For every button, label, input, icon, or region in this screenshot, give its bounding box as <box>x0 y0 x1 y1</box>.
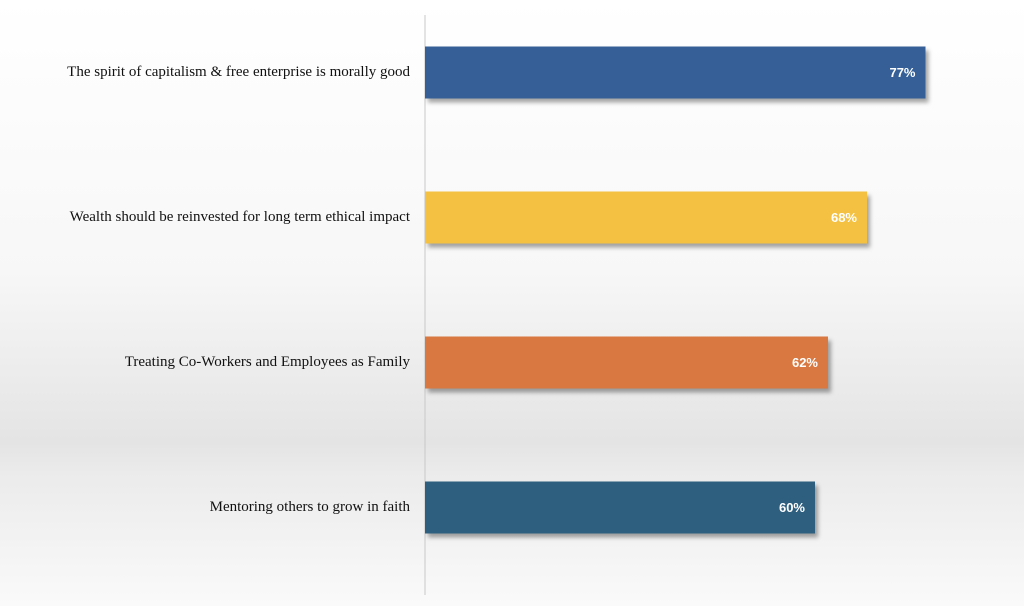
bar <box>425 191 867 244</box>
value-label: 68% <box>831 210 857 225</box>
value-label: 62% <box>792 355 818 370</box>
bar <box>425 481 815 534</box>
bar <box>425 46 926 99</box>
bar <box>425 336 828 389</box>
category-label: The spirit of capitalism & free enterpri… <box>67 64 410 80</box>
value-label: 60% <box>779 500 805 515</box>
value-label: 77% <box>889 65 915 80</box>
category-label: Mentoring others to grow in faith <box>210 499 411 515</box>
category-label: Treating Co-Workers and Employees as Fam… <box>125 354 411 370</box>
category-label: Wealth should be reinvested for long ter… <box>70 209 411 225</box>
